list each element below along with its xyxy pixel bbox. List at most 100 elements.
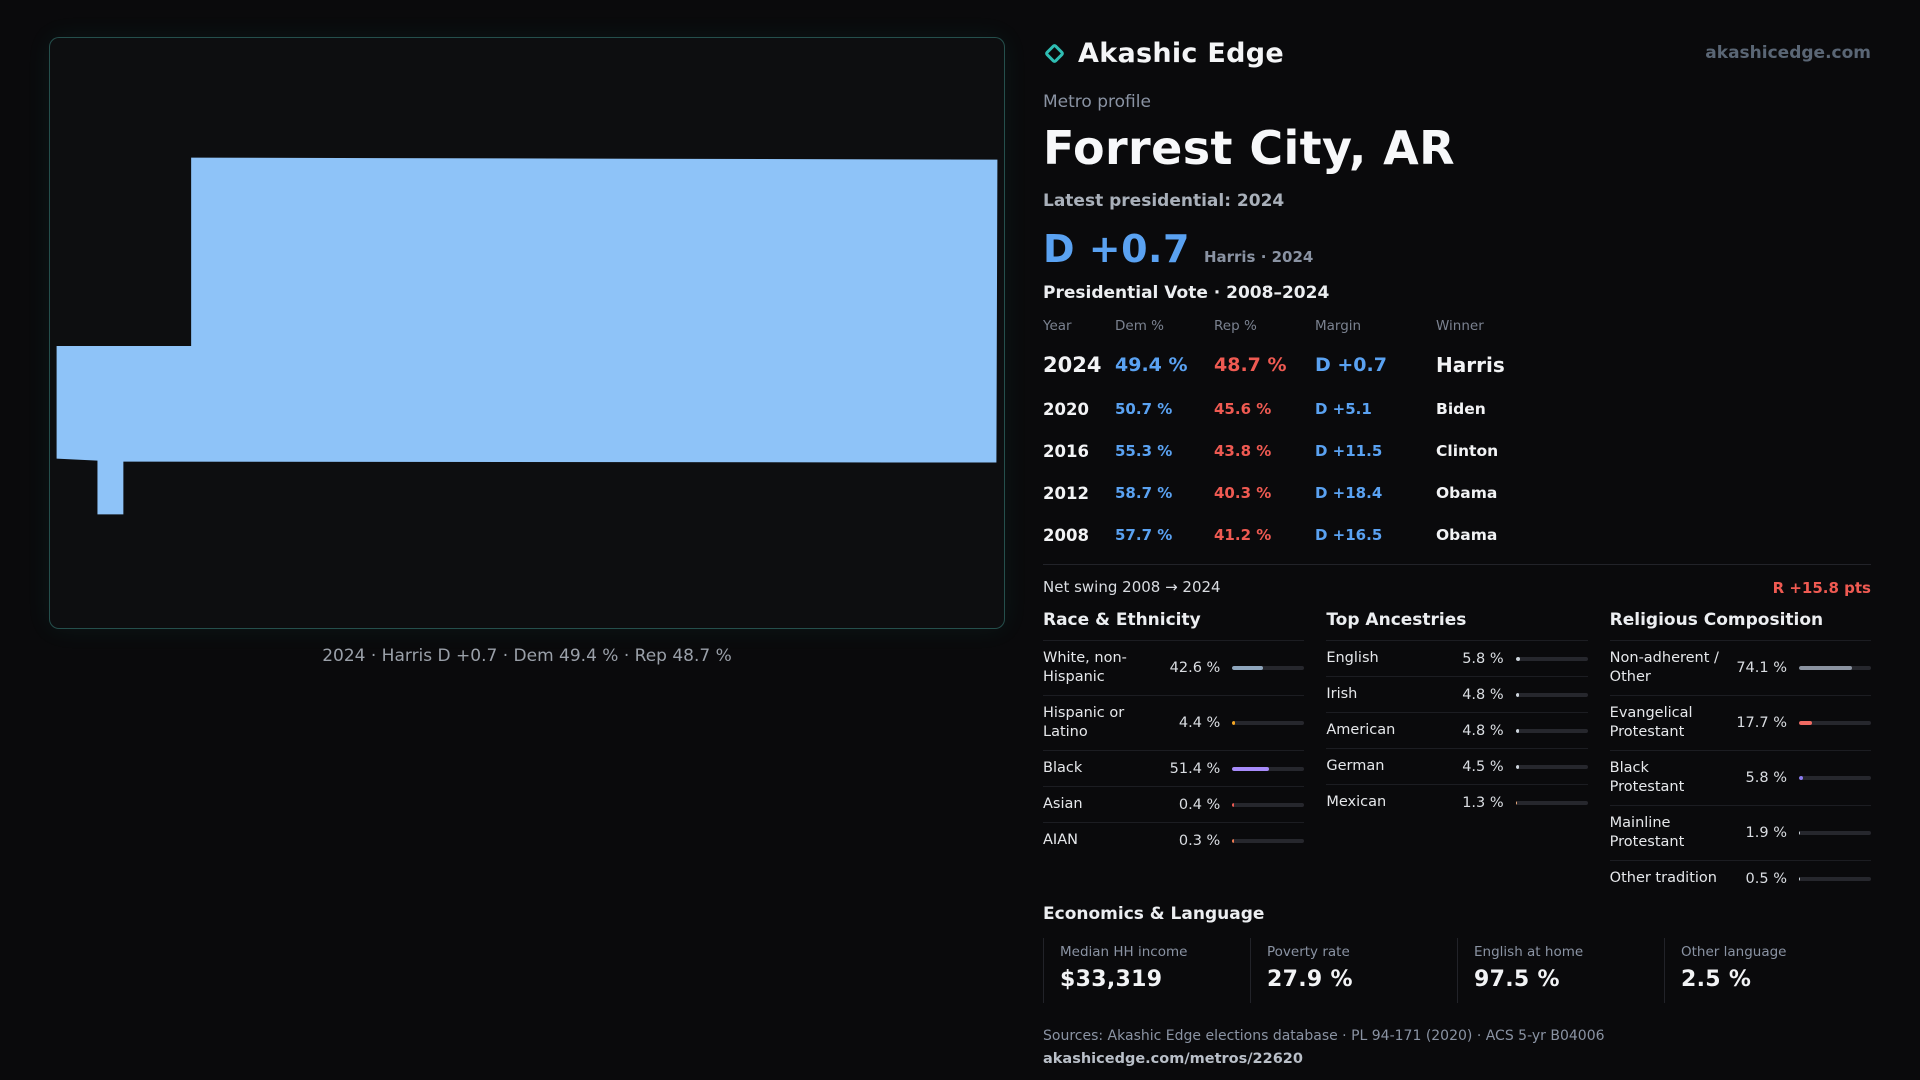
headline-margin-note: Harris · 2024 [1203, 248, 1314, 266]
ancestry-bar [1515, 764, 1588, 769]
ancestry-row: English 5.8 % [1326, 640, 1588, 676]
site-domain-link[interactable]: akashicedge.com [1705, 43, 1871, 63]
religion-bar [1799, 666, 1871, 670]
permalink-url[interactable]: akashicedge.com/metros/22620 [1043, 1051, 1303, 1067]
metro-shape [56, 157, 998, 515]
vote-row-2020: 2020 50.7 % 45.6 % D +5.1 Biden [1043, 388, 1871, 430]
margin: D +0.7 [1315, 353, 1387, 376]
ancestry-bar [1515, 728, 1588, 733]
race-label: White, non-Hispanic [1043, 650, 1127, 685]
col-margin: Margin [1315, 318, 1362, 334]
race-value: 51.4 % [1169, 760, 1221, 777]
dem-pct: 57.7 % [1115, 526, 1173, 544]
metro-map [56, 157, 998, 515]
vote-table-title: Presidential Vote · 2008–2024 [1043, 283, 1330, 303]
religion-label: Black Protestant [1609, 760, 1685, 795]
rep-pct: 43.8 % [1214, 442, 1272, 460]
race-bar-fill [1232, 766, 1270, 771]
vote-row-2012: 2012 58.7 % 40.3 % D +18.4 Obama [1043, 472, 1871, 514]
stat-value: 2.5 % [1681, 967, 1752, 992]
race-label: Black [1043, 760, 1083, 776]
race-bar-fill [1232, 838, 1234, 843]
ancestry-value: 1.3 % [1462, 794, 1504, 811]
ancestry-row: American 4.8 % [1326, 712, 1588, 748]
stat-value: 27.9 % [1267, 967, 1353, 992]
site-name: Akashic Edge [1078, 37, 1285, 69]
winner: Obama [1436, 526, 1498, 544]
vote-row-2008: 2008 57.7 % 41.2 % D +16.5 Obama [1043, 514, 1871, 556]
headline-margin: D +0.7 [1043, 227, 1190, 271]
religion-bar-fill [1799, 831, 1801, 835]
race-bar-fill [1232, 721, 1236, 725]
race-value: 0.3 % [1178, 832, 1221, 849]
race-ethnicity-title: Race & Ethnicity [1043, 610, 1201, 630]
vote-row-2024: 2024 49.4 % 48.7 % D +0.7 Harris [1043, 341, 1871, 388]
race-label: AIAN [1043, 832, 1078, 848]
stat-english-at-home: English at home 97.5 % [1457, 938, 1664, 1003]
stat-median-hh-income: Median HH income $33,319 [1043, 938, 1250, 1003]
map-panel[interactable] [49, 37, 1005, 629]
map-section: 2024 · Harris D +0.7 · Dem 49.4 % · Rep … [49, 37, 1005, 1068]
ancestry-bar [1515, 692, 1588, 697]
religion-label: Non-adherent / Other [1609, 650, 1719, 685]
ancestries-column: Top Ancestries English 5.8 % Irish 4.8 %… [1326, 608, 1588, 820]
religion-value: 0.5 % [1745, 870, 1787, 887]
race-value: 0.4 % [1178, 796, 1221, 813]
ancestry-bar-fill [1515, 728, 1520, 733]
race-bar [1232, 766, 1305, 771]
col-rep: Rep % [1214, 318, 1257, 334]
page-kicker: Metro profile [1043, 92, 1151, 112]
vote-table: Year Dem % Rep % Margin Winner 2024 49.4… [1043, 311, 1871, 556]
map-caption: 2024 · Harris D +0.7 · Dem 49.4 % · Rep … [322, 646, 732, 666]
race-row: AIAN 0.3 % [1043, 822, 1305, 858]
ancestry-label: German [1326, 758, 1385, 774]
ancestry-value: 4.5 % [1462, 758, 1504, 775]
religion-row: Non-adherent / Other 74.1 % [1609, 640, 1871, 695]
religion-bar-fill [1799, 666, 1853, 670]
page-title: Forrest City, AR [1043, 121, 1455, 175]
ancestry-bar-fill [1515, 764, 1519, 769]
winner: Clinton [1436, 442, 1499, 460]
religion-column: Religious Composition Non-adherent / Oth… [1609, 608, 1871, 896]
ancestry-row: German 4.5 % [1326, 748, 1588, 784]
rep-pct: 45.6 % [1214, 400, 1272, 418]
religion-bar [1799, 721, 1871, 725]
religion-value: 1.9 % [1745, 825, 1787, 841]
religion-bar [1799, 876, 1871, 881]
sources-line: Sources: Akashic Edge elections database… [1043, 1028, 1605, 1044]
dem-pct: 49.4 % [1115, 353, 1188, 376]
ancestry-label: Irish [1326, 686, 1358, 702]
margin: D +11.5 [1315, 442, 1383, 460]
stat-other-language: Other language 2.5 % [1664, 938, 1871, 1003]
ancestry-label: American [1326, 722, 1396, 738]
vote-row-2016: 2016 55.3 % 43.8 % D +11.5 Clinton [1043, 430, 1871, 472]
col-winner: Winner [1436, 318, 1484, 334]
net-swing-label: Net swing 2008 → 2024 [1043, 578, 1221, 596]
religion-bar-fill [1799, 876, 1801, 881]
winner: Biden [1436, 400, 1486, 418]
religion-row: Black Protestant 5.8 % [1609, 750, 1871, 805]
stat-poverty-rate: Poverty rate 27.9 % [1250, 938, 1457, 1003]
ancestry-label: Mexican [1326, 794, 1387, 810]
demographics-grid: Race & Ethnicity White, non-Hispanic 42.… [1043, 608, 1871, 896]
stat-label: Median HH income [1060, 944, 1188, 960]
stat-label: Poverty rate [1267, 944, 1350, 960]
race-row: Black 51.4 % [1043, 750, 1305, 786]
ancestry-row: Mexican 1.3 % [1326, 784, 1588, 820]
year: 2008 [1043, 525, 1089, 545]
ancestry-value: 5.8 % [1462, 650, 1504, 667]
race-bar [1232, 721, 1305, 725]
stat-value: 97.5 % [1474, 967, 1560, 992]
economics-grid: Median HH income $33,319 Poverty rate 27… [1043, 938, 1871, 1003]
rep-pct: 41.2 % [1214, 526, 1272, 544]
year: 2012 [1043, 483, 1089, 503]
dem-pct: 50.7 % [1115, 400, 1173, 418]
religion-value: 17.7 % [1736, 715, 1787, 731]
ancestry-bar-fill [1515, 656, 1520, 661]
vote-table-header: Year Dem % Rep % Margin Winner [1043, 311, 1871, 341]
margin: D +5.1 [1315, 400, 1372, 418]
religion-value: 74.1 % [1736, 660, 1787, 676]
year: 2020 [1043, 399, 1089, 419]
religion-bar [1799, 831, 1871, 835]
